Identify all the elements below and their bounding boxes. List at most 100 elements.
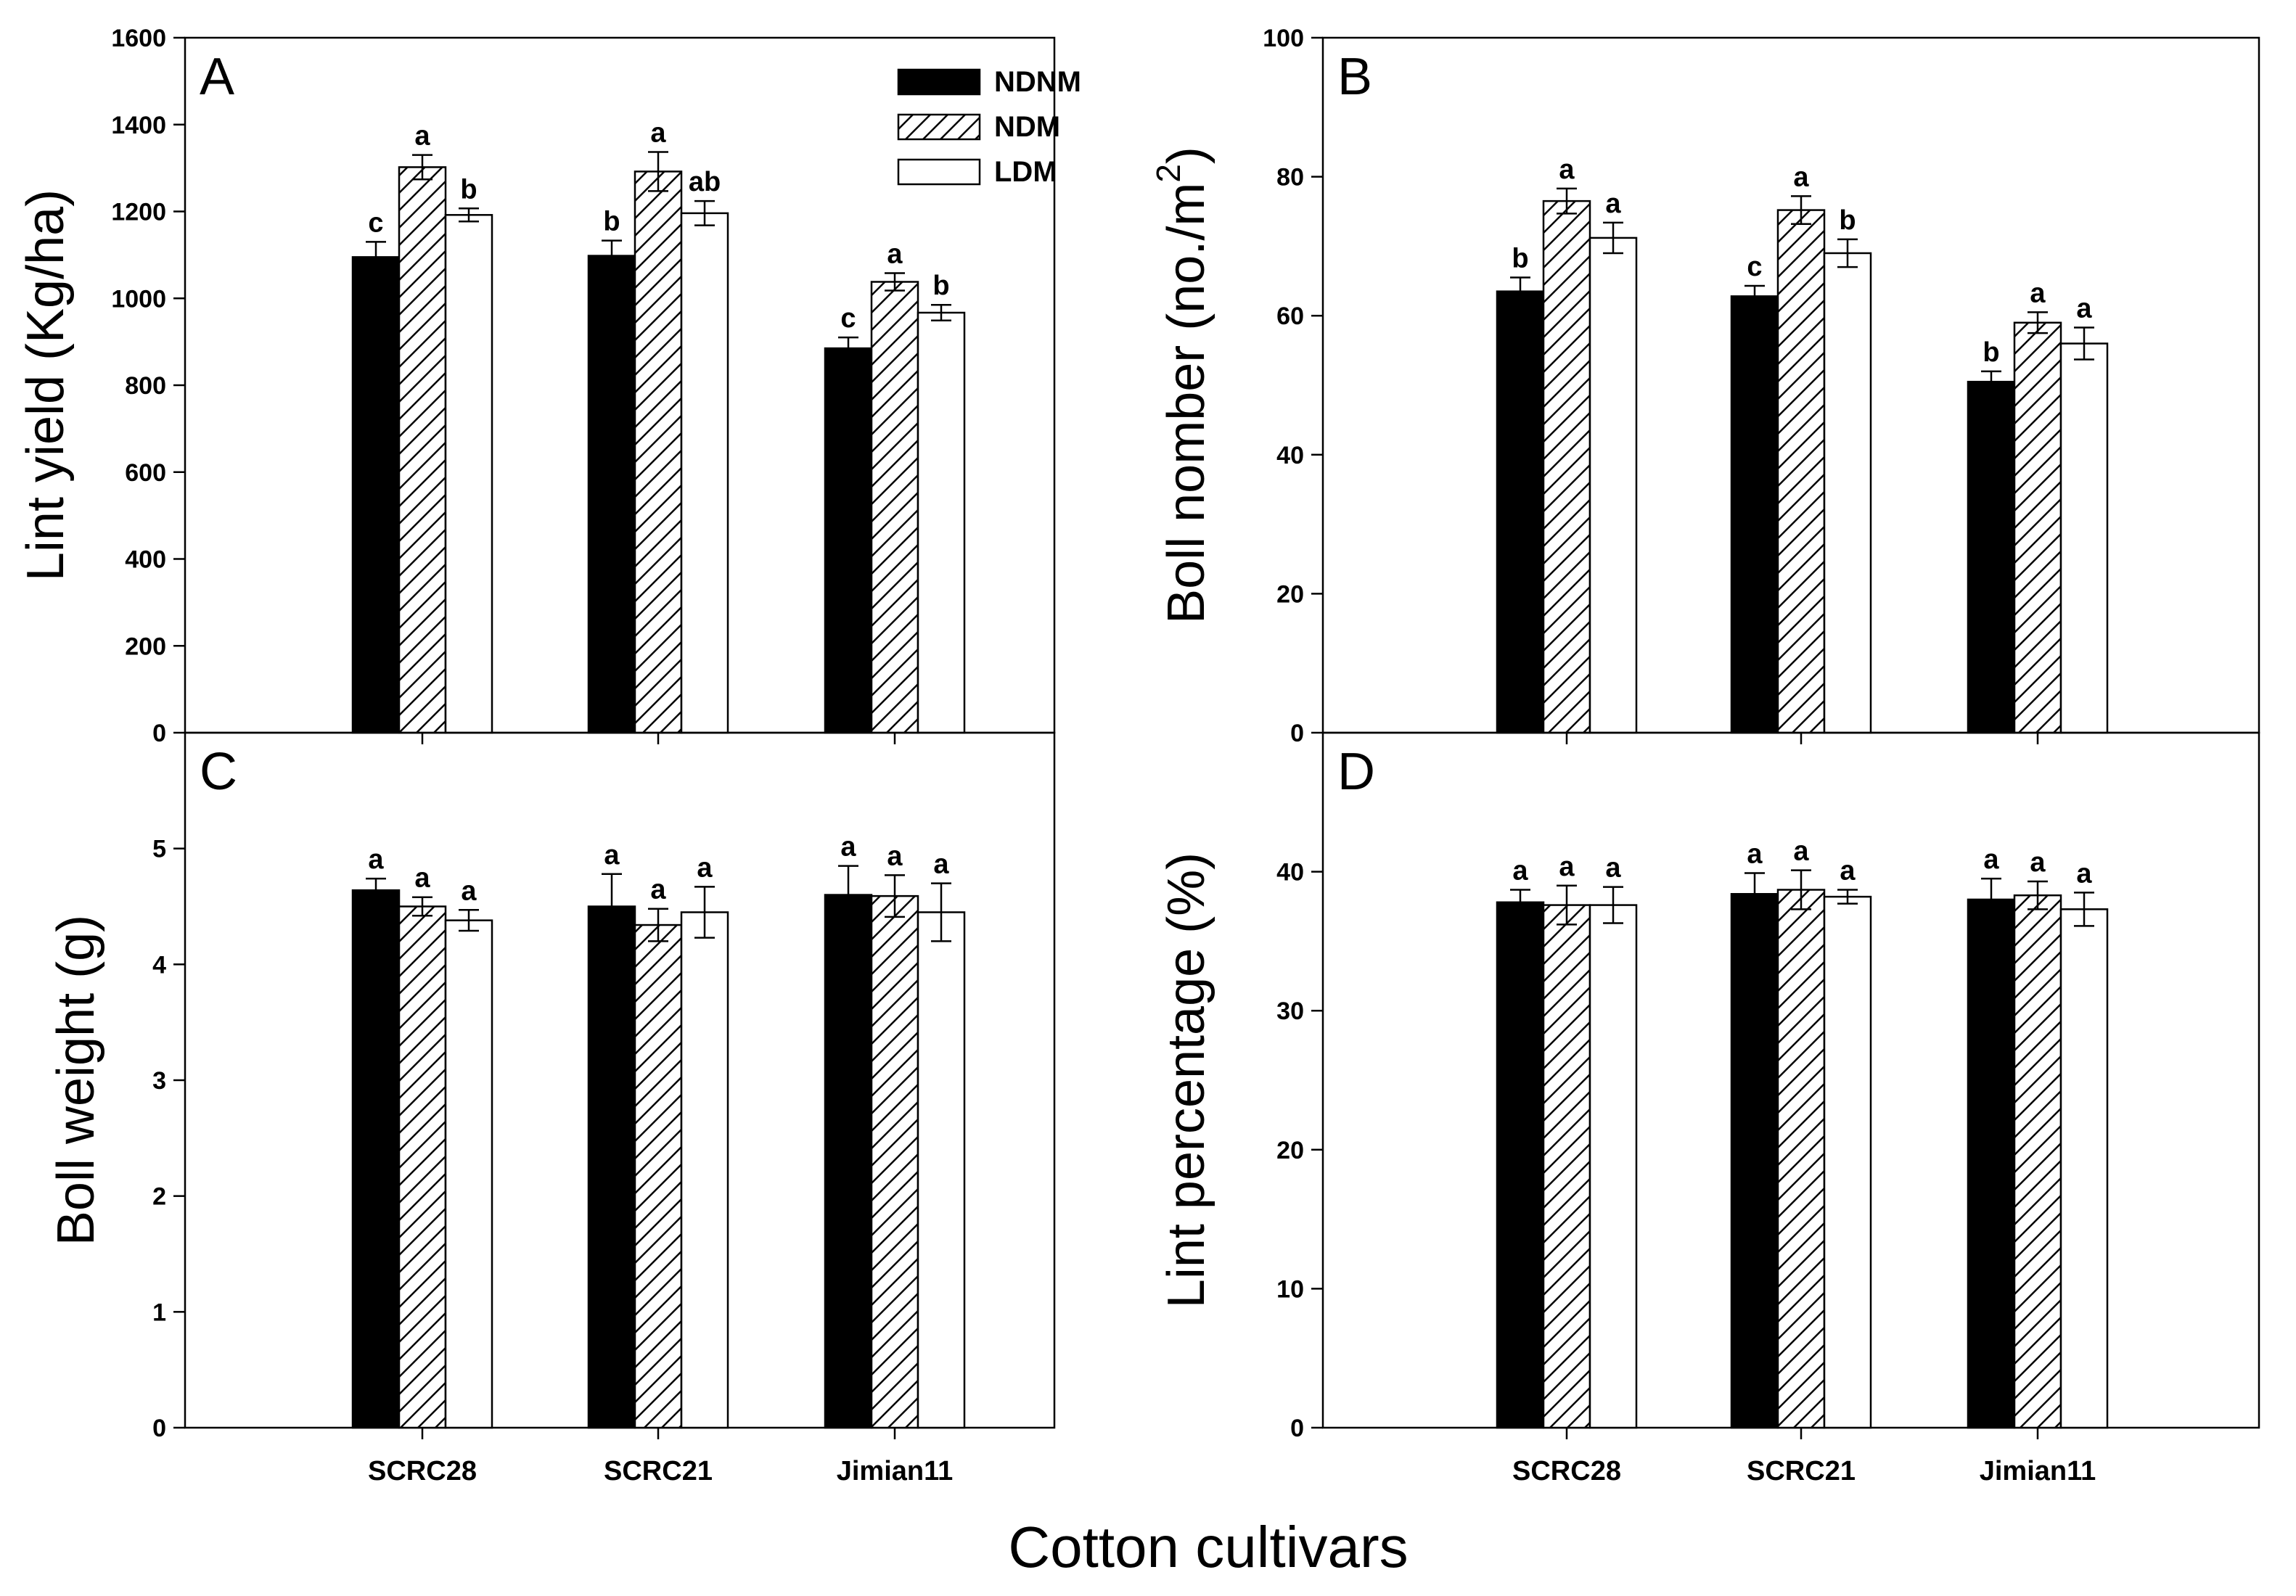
bar-ndnm-jimian11 <box>824 894 873 1429</box>
panel-letter: D <box>1337 743 1375 801</box>
figure-x-axis-label: Cotton cultivars <box>1008 1515 1408 1579</box>
significance-letter: a <box>1793 162 1809 192</box>
bar-ndm-jimian11 <box>2013 894 2062 1429</box>
significance-letter: a <box>650 118 666 148</box>
y-tick-label: 200 <box>125 633 166 660</box>
y-axis-label-text: Boll nomber (no./m <box>1157 183 1215 624</box>
bar-ndnm-jimian11 <box>1967 898 2016 1429</box>
significance-letter: a <box>1747 839 1763 870</box>
y-tick-label: 3 <box>152 1067 166 1095</box>
y-tick-label: 0 <box>1290 1415 1304 1442</box>
significance-letter: a <box>414 863 430 894</box>
y-tick-label: 10 <box>1276 1275 1304 1303</box>
y-tick-label: 1000 <box>111 285 166 313</box>
y-tick-label: 40 <box>1276 859 1304 887</box>
bar-ndnm-scrc21 <box>1730 893 1779 1429</box>
bar-ndm-scrc28 <box>398 166 447 734</box>
significance-letter: a <box>604 840 620 871</box>
significance-letter: c <box>368 207 383 238</box>
bar-ldm-scrc21 <box>680 911 729 1429</box>
significance-letter: a <box>887 239 903 270</box>
bar-ndm-scrc21 <box>634 924 683 1429</box>
significance-letter: a <box>887 841 903 871</box>
bar-ndnm-scrc28 <box>351 256 401 734</box>
legend-label-ndnm: NDNM <box>994 66 1081 98</box>
significance-letter: b <box>1512 244 1528 274</box>
panel-letter: A <box>200 48 234 106</box>
significance-letter: a <box>2076 858 2092 889</box>
x-tick-label: Jimian11 <box>837 1456 954 1486</box>
bar-ndm-jimian11 <box>2013 321 2062 734</box>
bar-ndnm-jimian11 <box>1967 380 2016 734</box>
significance-letter: a <box>1605 853 1621 884</box>
bar-ndnm-scrc21 <box>1730 295 1779 734</box>
significance-letter: b <box>460 174 477 205</box>
bar-ldm-scrc21 <box>1823 252 1872 734</box>
bar-ldm-jimian11 <box>2059 908 2109 1429</box>
y-axis-label: Lint yield (Kg/ha) <box>17 189 75 581</box>
significance-letter: ab <box>689 167 721 197</box>
y-tick-label: 1400 <box>111 112 166 139</box>
significance-letter: a <box>1793 836 1809 867</box>
bar-ldm-jimian11 <box>917 311 966 734</box>
significance-letter: a <box>1983 844 1999 875</box>
y-tick-label: 4 <box>152 951 166 979</box>
significance-letter: a <box>1512 856 1528 887</box>
bar-ldm-scrc28 <box>444 919 493 1429</box>
bar-ldm-jimian11 <box>2059 342 2109 734</box>
y-axis-label-superscript: 2 <box>1149 164 1187 183</box>
x-tick-label: SCRC28 <box>1512 1456 1621 1486</box>
bar-ndnm-scrc28 <box>351 889 401 1429</box>
legend-swatch-ldm <box>897 158 981 186</box>
significance-letter: b <box>603 207 620 237</box>
y-tick-label: 0 <box>1290 720 1304 747</box>
significance-letter: a <box>2030 847 2046 878</box>
significance-letter: a <box>840 832 856 863</box>
y-axis-label: Boll nomber (no./m2) <box>1149 147 1215 624</box>
bar-ldm-jimian11 <box>917 911 966 1429</box>
legend-label-ldm: LDM <box>994 156 1057 188</box>
bar-ndm-scrc21 <box>1776 209 1826 734</box>
panel-letter: B <box>1337 48 1372 106</box>
y-axis-label-text: Lint percentage (%) <box>1157 852 1215 1308</box>
bar-ndm-scrc28 <box>1542 904 1591 1429</box>
bar-ldm-scrc28 <box>1588 236 1638 734</box>
y-axis-label-text: Lint yield (Kg/ha) <box>17 189 75 581</box>
significance-letter: b <box>932 271 949 301</box>
y-axis-label-close: ) <box>1157 147 1215 164</box>
significance-letter: c <box>840 303 856 334</box>
significance-letter: a <box>1559 155 1575 185</box>
x-tick-label: SCRC21 <box>1747 1456 1856 1486</box>
significance-letter: a <box>1559 852 1575 882</box>
y-tick-label: 40 <box>1276 442 1304 469</box>
y-tick-label: 600 <box>125 459 166 487</box>
bar-ndm-scrc21 <box>1776 889 1826 1429</box>
significance-letter: a <box>1605 189 1621 219</box>
significance-letter: a <box>461 876 477 906</box>
panel-letter: C <box>200 743 237 801</box>
panel-d: D 0 10 20 30 40 Lint percentage (%) SCRC28 SCRC2… <box>1157 731 2260 1486</box>
bar-ndm-scrc21 <box>634 170 683 734</box>
y-tick-label: 60 <box>1276 303 1304 330</box>
bar-ndnm-scrc21 <box>587 905 636 1429</box>
significance-letter: a <box>1840 856 1856 887</box>
legend: NDNM NDM LDM <box>897 66 1081 188</box>
y-tick-label: 0 <box>152 720 166 747</box>
significance-letter: b <box>1839 205 1856 236</box>
bar-ndm-jimian11 <box>870 281 919 734</box>
y-tick-label: 2 <box>152 1183 166 1211</box>
bar-ndnm-scrc28 <box>1496 901 1545 1429</box>
bar-ldm-scrc21 <box>680 212 729 734</box>
significance-letter: a <box>697 852 713 883</box>
significance-letter: c <box>1747 252 1762 282</box>
significance-letter: a <box>2076 293 2092 324</box>
significance-letter: a <box>414 121 430 152</box>
bar-ldm-scrc28 <box>444 214 493 734</box>
bar-ndnm-jimian11 <box>824 347 873 734</box>
bar-ndnm-scrc21 <box>587 255 636 734</box>
y-tick-label: 20 <box>1276 1137 1304 1164</box>
y-tick-label: 1600 <box>111 25 166 52</box>
significance-letter: a <box>933 850 949 880</box>
